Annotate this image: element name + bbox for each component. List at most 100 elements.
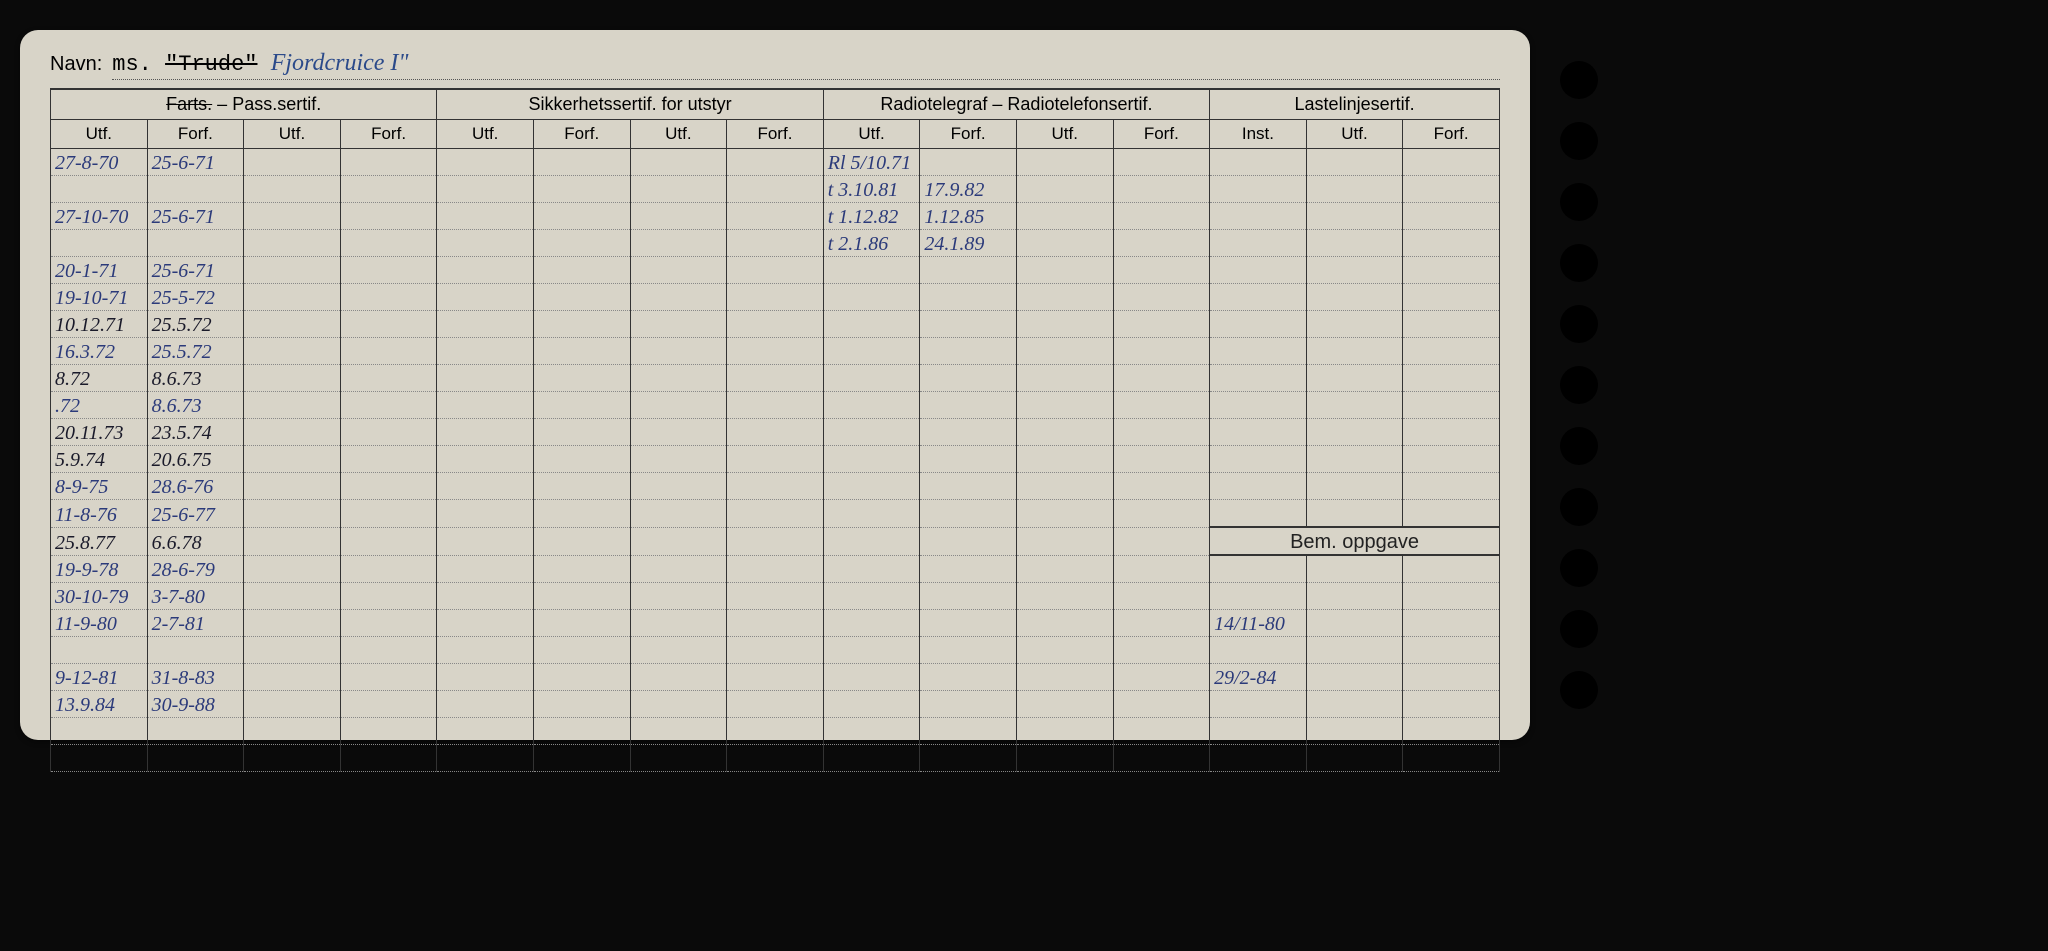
cell <box>1016 284 1113 311</box>
cell <box>1016 446 1113 473</box>
cell <box>244 311 341 338</box>
cell <box>244 446 341 473</box>
col-r2-forf: Forf. <box>1113 120 1210 149</box>
cell <box>1016 203 1113 230</box>
cell <box>1403 555 1500 583</box>
cell <box>437 176 534 203</box>
cell <box>823 500 920 528</box>
cell <box>1113 338 1210 365</box>
cell <box>1210 176 1307 203</box>
cell <box>630 691 727 718</box>
cell <box>340 203 437 230</box>
cell <box>1306 230 1403 257</box>
cell <box>1306 149 1403 176</box>
col-p1-forf: Forf. <box>147 120 244 149</box>
cell <box>1403 583 1500 610</box>
cell <box>727 610 824 637</box>
table-row: 11-8-7625-6-77 <box>51 500 1500 528</box>
cell <box>1016 311 1113 338</box>
cell <box>533 718 630 745</box>
cell: 11-9-80 <box>51 610 148 637</box>
cell <box>727 583 824 610</box>
cell: 20-1-71 <box>51 257 148 284</box>
cell <box>437 691 534 718</box>
table-row: 11-9-802-7-8114/11-80 <box>51 610 1500 637</box>
cell <box>1306 555 1403 583</box>
cell <box>630 718 727 745</box>
col-s1-forf: Forf. <box>533 120 630 149</box>
cell <box>437 392 534 419</box>
cell: Rl 5/10.71 <box>823 149 920 176</box>
cell <box>533 555 630 583</box>
certificate-table: Farts. – Pass.sertif. Sikkerhetssertif. … <box>50 88 1500 772</box>
cell <box>1016 527 1113 555</box>
cell: 25.5.72 <box>147 311 244 338</box>
cell <box>244 176 341 203</box>
cell: 28.6-76 <box>147 473 244 500</box>
cell: 13.9.84 <box>51 691 148 718</box>
cell <box>1016 610 1113 637</box>
cell <box>920 527 1017 555</box>
cell <box>727 527 824 555</box>
cell <box>533 473 630 500</box>
cell <box>1210 718 1307 745</box>
cell: 27-10-70 <box>51 203 148 230</box>
cell <box>630 446 727 473</box>
cell <box>630 419 727 446</box>
cell: 19-9-78 <box>51 555 148 583</box>
cell <box>1210 419 1307 446</box>
cell <box>630 610 727 637</box>
cell <box>1306 500 1403 528</box>
cell <box>727 500 824 528</box>
cell <box>1113 583 1210 610</box>
cell <box>340 637 437 664</box>
cell <box>533 583 630 610</box>
col-l-utf: Utf. <box>1306 120 1403 149</box>
cell <box>340 691 437 718</box>
punch-hole <box>1560 61 1598 99</box>
cell <box>727 555 824 583</box>
cell <box>823 473 920 500</box>
cell <box>147 176 244 203</box>
cell <box>533 230 630 257</box>
cell <box>1403 664 1500 691</box>
col-s1-utf: Utf. <box>437 120 534 149</box>
cell <box>630 500 727 528</box>
cell <box>920 311 1017 338</box>
cell <box>244 637 341 664</box>
cell <box>51 637 148 664</box>
section-radio: Radiotelegraf – Radiotelefonsertif. <box>823 89 1209 120</box>
cell <box>340 230 437 257</box>
cell <box>1210 284 1307 311</box>
bem-header: Bem. oppgave <box>1210 527 1500 555</box>
cell <box>1016 419 1113 446</box>
cell <box>147 745 244 772</box>
cell <box>244 284 341 311</box>
cell <box>630 284 727 311</box>
table-row: 19-9-7828-6-79 <box>51 555 1500 583</box>
cell <box>340 583 437 610</box>
cell <box>437 583 534 610</box>
cell <box>727 691 824 718</box>
cell <box>1403 473 1500 500</box>
cell <box>340 745 437 772</box>
cell <box>244 527 341 555</box>
cell <box>1403 365 1500 392</box>
cell: 27-8-70 <box>51 149 148 176</box>
cell: 25-6-71 <box>147 257 244 284</box>
table-row <box>51 745 1500 772</box>
cell: 3-7-80 <box>147 583 244 610</box>
punch-hole <box>1560 549 1598 587</box>
cell <box>533 664 630 691</box>
cell <box>437 610 534 637</box>
cell <box>1210 203 1307 230</box>
cell <box>630 338 727 365</box>
cell: 31-8-83 <box>147 664 244 691</box>
cell <box>1210 473 1307 500</box>
col-l-inst: Inst. <box>1210 120 1307 149</box>
cell: 14/11-80 <box>1210 610 1307 637</box>
cell <box>1113 284 1210 311</box>
cell <box>920 284 1017 311</box>
cell <box>533 745 630 772</box>
cell <box>244 203 341 230</box>
